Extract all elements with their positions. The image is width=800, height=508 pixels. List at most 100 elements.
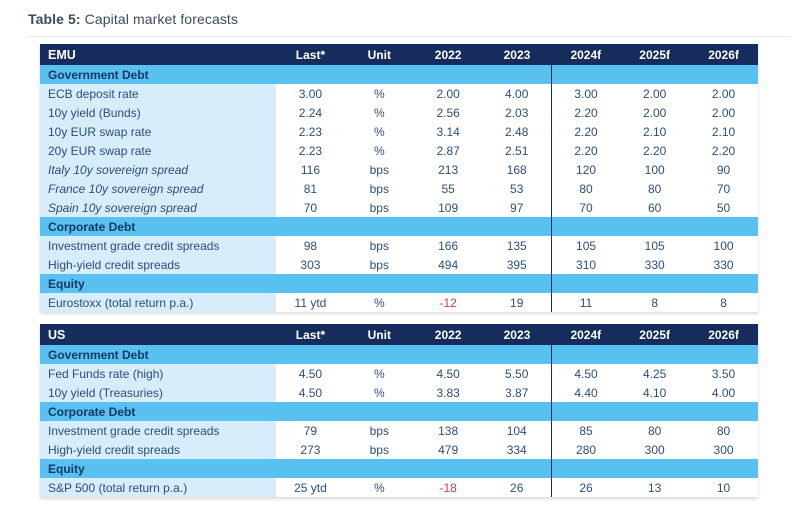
value-cell: 25 ytd bbox=[276, 478, 345, 497]
value-cell: 2.00 bbox=[413, 84, 483, 103]
value-cell: 2.10 bbox=[689, 122, 758, 141]
section-row-government-debt: Government Debt bbox=[40, 345, 758, 364]
value-cell: -18 bbox=[413, 478, 483, 497]
section-label: Equity bbox=[40, 459, 552, 478]
value-cell: bps bbox=[344, 421, 414, 440]
table-caption-prefix: Table 5: bbox=[28, 11, 81, 27]
value-cell: 310 bbox=[550, 255, 621, 274]
value-cell: 80 bbox=[689, 421, 758, 440]
value-cell: 70 bbox=[276, 198, 345, 217]
section-band-forecast-area bbox=[550, 345, 758, 364]
table-caption-text: Capital market forecasts bbox=[84, 11, 239, 27]
value-cell: 70 bbox=[689, 179, 758, 198]
value-cell: 213 bbox=[413, 160, 483, 179]
table-row: Investment grade credit spreads 79 bps 138 1… bbox=[40, 421, 758, 440]
value-cell: 4.00 bbox=[689, 383, 758, 402]
value-cell: 80 bbox=[620, 421, 690, 440]
section-band-forecast-area bbox=[550, 65, 758, 84]
row-label: 10y yield (Treasuries) bbox=[40, 383, 277, 402]
value-cell: bps bbox=[344, 236, 414, 255]
value-cell: bps bbox=[344, 198, 414, 217]
row-label: Investment grade credit spreads bbox=[40, 421, 277, 440]
value-cell: 105 bbox=[620, 236, 690, 255]
value-cell: bps bbox=[344, 255, 414, 274]
value-cell: 2.23 bbox=[276, 141, 345, 160]
value-cell: 4.00 bbox=[482, 84, 552, 103]
value-cell: 479 bbox=[413, 440, 483, 459]
value-cell: 2.00 bbox=[620, 103, 690, 122]
value-cell: 2.03 bbox=[482, 103, 552, 122]
value-cell: 80 bbox=[620, 179, 690, 198]
row-label: 20y EUR swap rate bbox=[40, 141, 277, 160]
table-row: 10y EUR swap rate 2.23% 3.14 2.48 2.20 2.10 2.… bbox=[40, 122, 758, 141]
section-row-government-debt: Government Debt bbox=[40, 65, 758, 84]
value-cell: 273 bbox=[276, 440, 345, 459]
value-cell: 53 bbox=[482, 179, 552, 198]
table-row: S&P 500 (total return p.a.) 25 ytd% -18 26 2… bbox=[40, 478, 758, 497]
value-cell: 2.20 bbox=[620, 141, 690, 160]
value-cell: 11 bbox=[550, 293, 621, 312]
value-cell: 2.24 bbox=[276, 103, 345, 122]
row-label: Investment grade credit spreads bbox=[40, 236, 277, 255]
value-cell: 2.48 bbox=[482, 122, 552, 141]
value-cell: 3.50 bbox=[689, 364, 758, 383]
value-cell: 2.20 bbox=[550, 141, 621, 160]
table-row: Fed Funds rate (high) 4.50% 4.50 5.50 4.50 4.… bbox=[40, 364, 758, 383]
value-cell: 334 bbox=[482, 440, 552, 459]
row-label: S&P 500 (total return p.a.) bbox=[40, 478, 277, 497]
value-cell: 60 bbox=[620, 198, 690, 217]
value-cell: 300 bbox=[620, 440, 690, 459]
table-row: 20y EUR swap rate 2.23% 2.87 2.51 2.20 2.20 2.… bbox=[40, 141, 758, 160]
table-row: Investment grade credit spreads 98 bps 166 1… bbox=[40, 236, 758, 255]
value-cell: 26 bbox=[482, 478, 552, 497]
value-cell: 3.00 bbox=[276, 84, 345, 103]
value-cell: % bbox=[344, 141, 414, 160]
us-header-row: US Last* Unit 2022 2023 2024f 2025f 2026f bbox=[40, 324, 758, 345]
row-label: Italy 10y sovereign spread bbox=[40, 160, 277, 179]
row-label: Eurostoxx (total return p.a.) bbox=[40, 293, 277, 312]
column-header-last: Last* bbox=[276, 324, 345, 345]
emu-header-row: EMU Last* Unit 2022 2023 2024f 2025f 2026f bbox=[40, 44, 758, 65]
value-cell: 135 bbox=[482, 236, 552, 255]
section-row-equity: Equity bbox=[40, 459, 758, 478]
column-header-2024f: 2024f bbox=[551, 44, 621, 65]
value-cell: 395 bbox=[482, 255, 552, 274]
section-label: Equity bbox=[40, 274, 552, 293]
value-cell: 5.50 bbox=[482, 364, 552, 383]
row-label: France 10y sovereign spread bbox=[40, 179, 277, 198]
column-header-2023: 2023 bbox=[482, 324, 552, 345]
value-cell: 13 bbox=[620, 478, 690, 497]
table-row: Italy 10y sovereign spread 116 bps 213 168 12… bbox=[40, 160, 758, 179]
value-cell: 2.20 bbox=[550, 122, 621, 141]
value-cell: % bbox=[344, 84, 414, 103]
table-row: 10y yield (Treasuries) 4.50% 3.83 3.87 4.40 4… bbox=[40, 383, 758, 402]
value-cell: 11 ytd bbox=[276, 293, 345, 312]
row-label: Fed Funds rate (high) bbox=[40, 364, 277, 383]
column-header-unit: Unit bbox=[344, 44, 414, 65]
value-cell: 105 bbox=[550, 236, 621, 255]
value-cell: 26 bbox=[550, 478, 621, 497]
section-row-equity: Equity bbox=[40, 274, 758, 293]
row-label: 10y yield (Bunds) bbox=[40, 103, 277, 122]
value-cell: 4.40 bbox=[550, 383, 621, 402]
table-row: Spain 10y sovereign spread 70 bps 109 97 70 60… bbox=[40, 198, 758, 217]
value-cell: 3.00 bbox=[550, 84, 621, 103]
value-cell: 494 bbox=[413, 255, 483, 274]
table-row: High-yield credit spreads 273 bps 479 334 280… bbox=[40, 440, 758, 459]
value-cell: 98 bbox=[276, 236, 345, 255]
value-cell: 138 bbox=[413, 421, 483, 440]
section-band-forecast-area bbox=[550, 274, 758, 293]
value-cell: 2.10 bbox=[620, 122, 690, 141]
value-cell: 4.10 bbox=[620, 383, 690, 402]
table-row: France 10y sovereign spread 81 bps 55 53 80 80… bbox=[40, 179, 758, 198]
section-label: Corporate Debt bbox=[40, 217, 552, 236]
value-cell: % bbox=[344, 383, 414, 402]
region-header-emu: EMU bbox=[40, 44, 277, 65]
column-header-2023: 2023 bbox=[482, 44, 552, 65]
table-row: ECB deposit rate 3.00% 2.00 4.00 3.00 2.00 2.0… bbox=[40, 84, 758, 103]
column-header-2025f: 2025f bbox=[620, 324, 690, 345]
value-cell: 10 bbox=[689, 478, 758, 497]
value-cell: 330 bbox=[689, 255, 758, 274]
value-cell: 97 bbox=[482, 198, 552, 217]
value-cell: 280 bbox=[550, 440, 621, 459]
